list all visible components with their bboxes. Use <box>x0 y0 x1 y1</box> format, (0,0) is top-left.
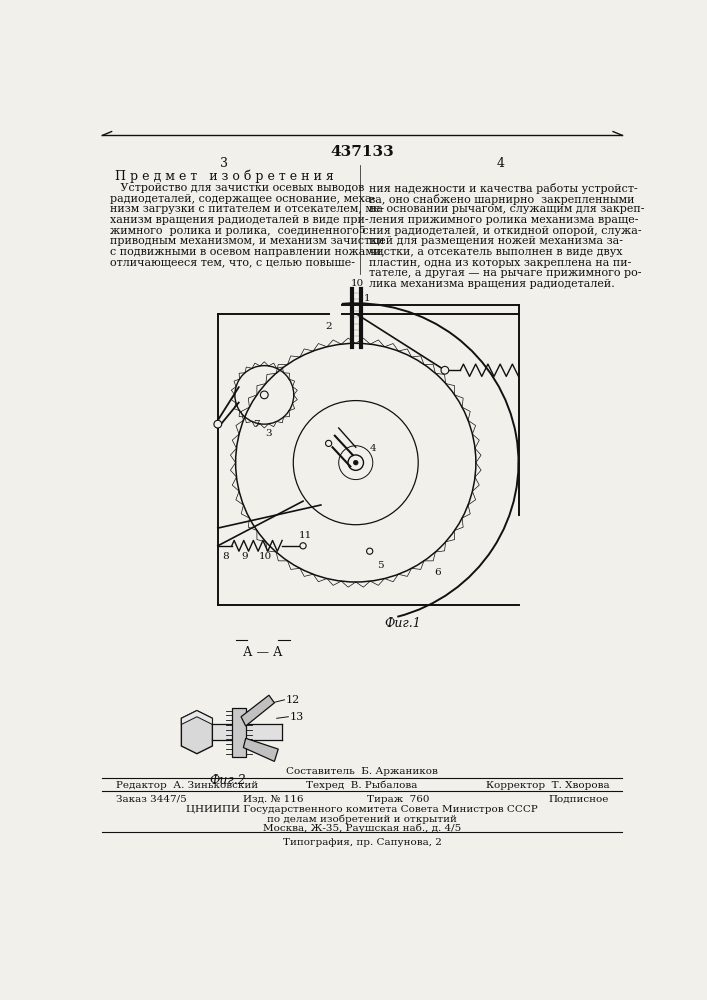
Polygon shape <box>243 738 279 761</box>
Text: с подвижными в осевом направлении ножами,: с подвижными в осевом направлении ножами… <box>110 247 385 257</box>
Circle shape <box>367 548 373 554</box>
Text: ния радиодеталей, и откидной опорой, служа-: ния радиодеталей, и откидной опорой, слу… <box>369 226 641 236</box>
Polygon shape <box>241 695 274 726</box>
Text: низм загрузки с питателем и отсекателем, ме-: низм загрузки с питателем и отсекателем,… <box>110 204 384 214</box>
Text: 6: 6 <box>434 568 440 577</box>
Text: 8: 8 <box>222 552 229 561</box>
Circle shape <box>214 420 222 428</box>
Text: 1: 1 <box>364 294 370 303</box>
Text: 12: 12 <box>286 695 300 705</box>
Text: Устройство для зачистки осевых выводов: Устройство для зачистки осевых выводов <box>110 183 364 193</box>
Text: ления прижимного ролика механизма враще-: ления прижимного ролика механизма враще- <box>369 215 638 225</box>
Text: жимного  ролика и ролика,  соединенного с: жимного ролика и ролика, соединенного с <box>110 226 368 236</box>
Polygon shape <box>182 711 212 724</box>
Text: по делам изобретений и открытий: по делам изобретений и открытий <box>267 815 457 824</box>
Text: щей для размещения ножей механизма за-: щей для размещения ножей механизма за- <box>369 236 623 246</box>
Text: 9: 9 <box>242 552 248 561</box>
Text: ЦНИИПИ Государственного комитета Совета Министров СССР: ЦНИИПИ Государственного комитета Совета … <box>186 805 538 814</box>
Text: ханизм вращения радиодеталей в виде при-: ханизм вращения радиодеталей в виде при- <box>110 215 368 225</box>
Text: 2: 2 <box>325 322 332 331</box>
Text: Москва, Ж-35, Раушская наб., д. 4/5: Москва, Ж-35, Раушская наб., д. 4/5 <box>263 824 461 833</box>
Text: 3: 3 <box>265 429 271 438</box>
Circle shape <box>260 391 268 399</box>
Text: чистки, а отсекатель выполнен в виде двух: чистки, а отсекатель выполнен в виде дву… <box>369 247 622 257</box>
Circle shape <box>354 460 358 465</box>
Text: 5: 5 <box>378 561 384 570</box>
Text: 10: 10 <box>259 552 272 561</box>
Text: ния надежности и качества работы устройст-: ния надежности и качества работы устройс… <box>369 183 638 194</box>
Polygon shape <box>232 708 246 757</box>
Text: 4: 4 <box>497 157 505 170</box>
Text: 13: 13 <box>290 712 304 722</box>
Circle shape <box>325 440 332 446</box>
Text: Изд. № 116: Изд. № 116 <box>243 795 304 804</box>
Circle shape <box>441 366 449 374</box>
Text: Подписное: Подписное <box>549 795 609 804</box>
Text: на основании рычагом, служащим для закреп-: на основании рычагом, служащим для закре… <box>369 204 644 214</box>
Text: радиодеталей, содержащее основание, меха-: радиодеталей, содержащее основание, меха… <box>110 194 375 204</box>
Text: Заказ 3447/5: Заказ 3447/5 <box>115 795 186 804</box>
Text: Редактор  А. Зиньковский: Редактор А. Зиньковский <box>115 781 257 790</box>
Text: 7: 7 <box>253 420 260 429</box>
Text: А — А: А — А <box>243 646 283 659</box>
Polygon shape <box>182 711 212 754</box>
Text: ва, оно снабжено шарнирно  закрепленными: ва, оно снабжено шарнирно закрепленными <box>369 194 634 205</box>
Text: Типография, пр. Сапунова, 2: Типография, пр. Сапунова, 2 <box>283 838 441 847</box>
Text: Техред  В. Рыбалова: Техред В. Рыбалова <box>306 781 418 790</box>
Text: Составитель  Б. Аржаников: Составитель Б. Аржаников <box>286 767 438 776</box>
Text: 4: 4 <box>370 444 376 453</box>
Text: приводным механизмом, и механизм зачистки: приводным механизмом, и механизм зачистк… <box>110 236 385 246</box>
Text: П р е д м е т   и з о б р е т е н и я: П р е д м е т и з о б р е т е н и я <box>115 169 334 183</box>
Text: отличающееся тем, что, с целью повыше-: отличающееся тем, что, с целью повыше- <box>110 258 355 268</box>
Text: Фиг.1: Фиг.1 <box>384 617 421 630</box>
Text: Корректор  Т. Хворова: Корректор Т. Хворова <box>486 781 609 790</box>
Text: лика механизма вращения радиодеталей.: лика механизма вращения радиодеталей. <box>369 279 614 289</box>
Text: 5: 5 <box>358 226 364 235</box>
Text: 10: 10 <box>351 279 364 288</box>
Text: Тираж  760: Тираж 760 <box>368 795 430 804</box>
Text: 11: 11 <box>299 531 312 540</box>
Circle shape <box>300 543 306 549</box>
Circle shape <box>348 455 363 470</box>
Text: 3: 3 <box>220 157 228 170</box>
Text: 437133: 437133 <box>330 145 394 159</box>
Text: Фиг.2: Фиг.2 <box>209 774 246 788</box>
Text: пластин, одна из которых закреплена на пи-: пластин, одна из которых закреплена на п… <box>369 258 631 268</box>
Text: тателе, а другая — на рычаге прижимного ро-: тателе, а другая — на рычаге прижимного … <box>369 268 641 278</box>
